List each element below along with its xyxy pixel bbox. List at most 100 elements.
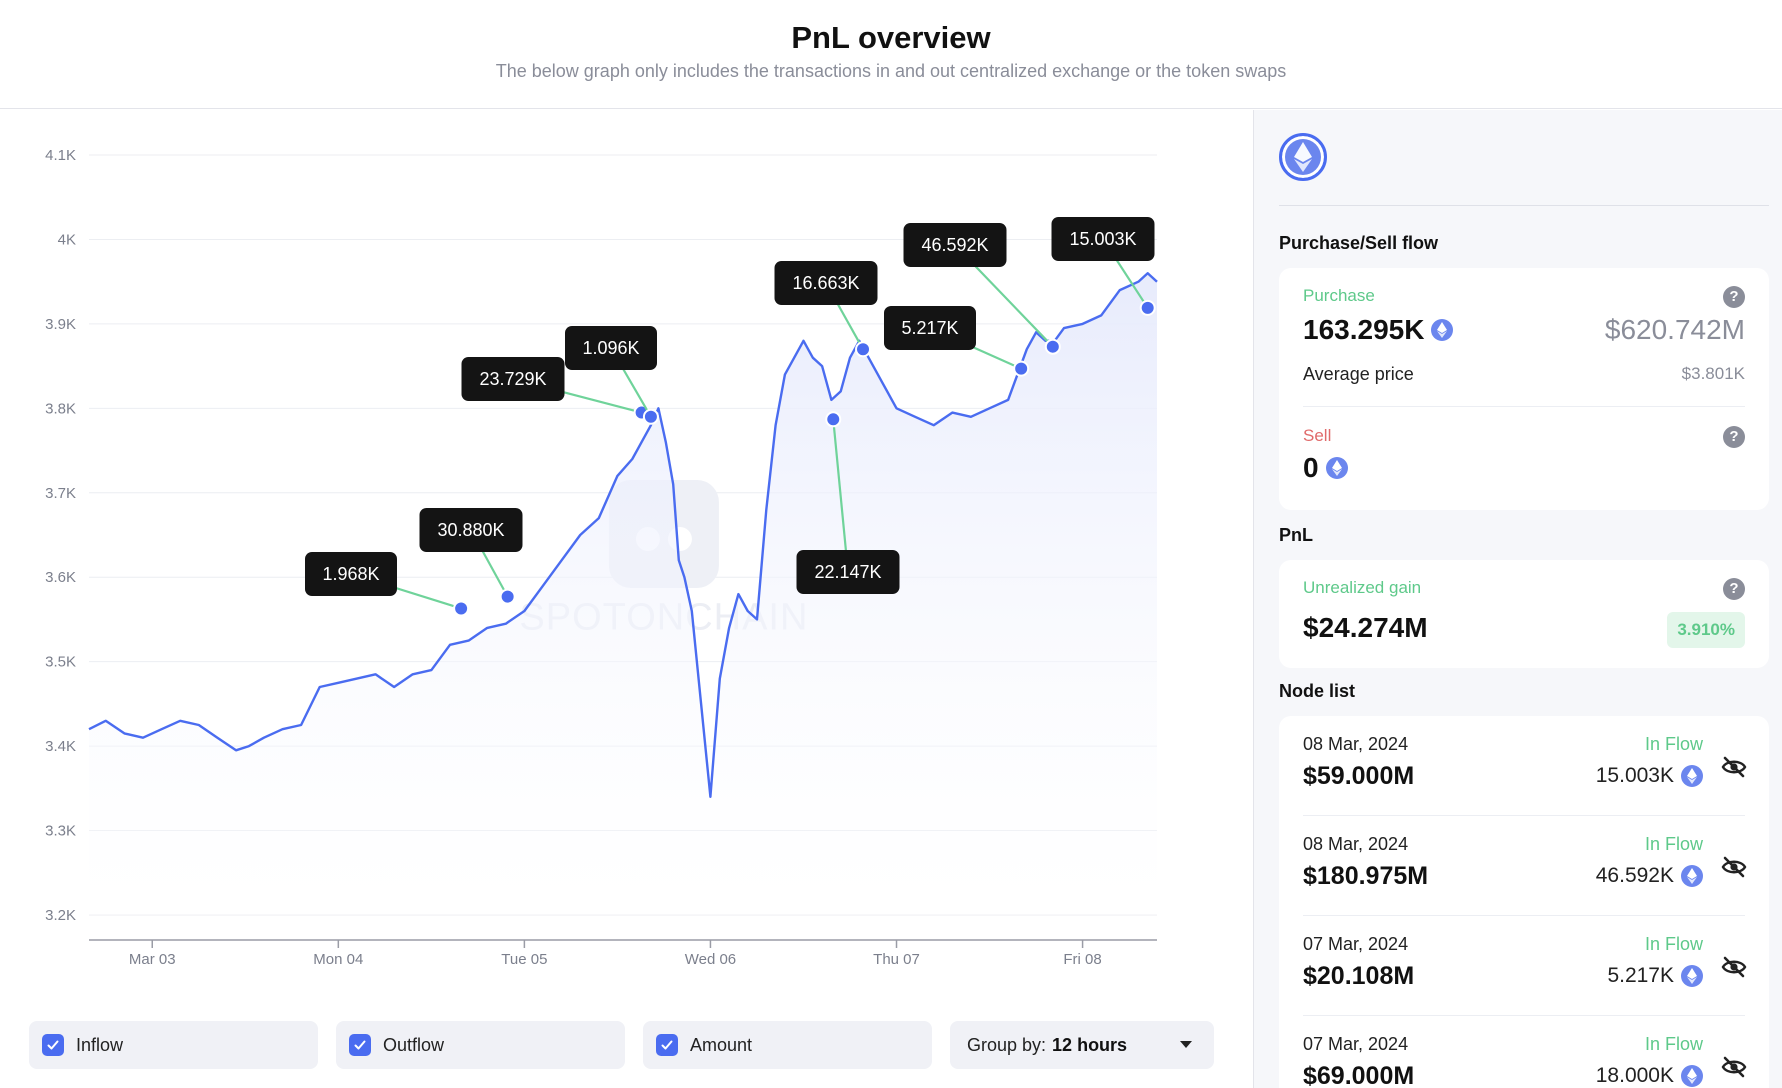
unrealized-gain-label: Unrealized gain [1303,578,1422,597]
page-subtitle: The below graph only includes the transa… [495,61,1287,81]
sell-amount-value: 0 [1303,452,1319,483]
node-amount-value: 15.003K [1595,764,1674,787]
marker-dot [1139,299,1156,316]
y-tick-label: 3.6K [45,569,76,586]
ethereum-icon [1431,319,1454,341]
marker-label: 23.729K [479,369,546,389]
eye-slash-icon[interactable] [1721,754,1747,780]
marker-dot [855,341,872,358]
node-divider [1303,915,1745,916]
ethereum-icon [1325,457,1348,479]
marker-dot [1013,360,1030,377]
node-divider [1303,1015,1745,1016]
side-panel: Purchase/Sell flow Purchase ? 163.295K $… [1253,110,1782,1088]
marker-label-box [419,508,523,552]
eye-slash-icon[interactable] [1721,954,1747,980]
outflow-checkbox[interactable]: Outflow [336,1021,625,1069]
node-date: 08 Mar, 2024 [1303,734,1409,754]
node-list-item[interactable]: 07 Mar, 2024 $20.108M In Flow 5.217K [1279,916,1769,1016]
help-icon[interactable]: ? [1723,578,1745,600]
node-list-item[interactable]: 07 Mar, 2024 $69.000M In Flow 18.000K [1279,1016,1769,1088]
pnl-chart[interactable]: 4.1K 4K 3.9K 3.8K 3.7K 3.6K 3.5K 3.4K 3.3K 3.2K Ma… [0,110,1252,1010]
eye-slash-icon[interactable] [1721,854,1747,880]
ethereum-icon [1681,765,1703,787]
purchase-sell-title: Purchase/Sell flow [1279,233,1439,253]
marker-label-box [461,357,565,401]
marker-dot [1044,338,1061,355]
marker-connector [832,419,850,573]
node-usd: $20.108M [1303,962,1415,990]
marker-label-box [774,261,878,305]
marker-label-box [565,326,657,370]
node-list-item[interactable]: 08 Mar, 2024 $180.975M In Flow 46.592K [1279,816,1769,916]
marker-label: 1.968K [322,564,379,584]
node-date: 07 Mar, 2024 [1303,934,1409,954]
node-amount-value: 18.000K [1595,1064,1674,1087]
node-list-item[interactable]: 08 Mar, 2024 $59.000M In Flow 15.003K [1279,716,1769,816]
group-by-prefix: Group by: [967,1034,1047,1055]
series-line [88,272,1158,798]
help-icon[interactable]: ? [1723,286,1745,308]
eye-slash-icon[interactable] [1721,1054,1747,1080]
amount-checkbox[interactable]: Amount [643,1021,932,1069]
outflow-label: Outflow [383,1034,445,1055]
marker-label: 15.003K [1069,229,1136,249]
node-flow: In Flow [1644,934,1703,954]
marker-dot [499,588,516,605]
y-tick-label: 3.7K [45,485,76,502]
marker-label-box [1051,217,1155,261]
node-flow: In Flow [1644,834,1703,854]
group-by-value: 12 hours [1052,1034,1128,1055]
purchase-amount-value: 163.295K [1303,314,1425,345]
help-icon[interactable]: ? [1723,426,1745,448]
node-flow: In Flow [1644,734,1703,754]
node-amount: 18.000K [1596,1064,1703,1088]
average-price-value: $3.801K [1681,364,1745,383]
ethereum-icon [1681,965,1703,987]
y-tick-label: 4.1K [45,147,76,164]
x-tick-label: Thu 07 [873,951,920,968]
node-date: 07 Mar, 2024 [1303,1034,1409,1054]
marker-label-box [884,306,976,350]
x-tick-label: Mon 04 [313,951,363,968]
inflow-label: Inflow [76,1034,124,1055]
ethereum-icon [1681,865,1703,887]
sell-amount: 0 [1303,452,1348,484]
pnl-title: PnL [1279,525,1313,545]
marker-label-box [903,223,1007,267]
y-tick-label: 3.2K [45,907,76,924]
caret-down-icon [1180,1041,1192,1048]
node-list-title: Node list [1279,681,1356,701]
inflow-checkbox[interactable]: Inflow [29,1021,318,1069]
node-amount: 5.217K [1607,964,1703,988]
purchase-sell-card: Purchase ? 163.295K $620.742M Average pr… [1279,268,1769,510]
marker-label: 5.217K [901,318,958,338]
ethereum-icon [1681,1065,1703,1087]
check-icon [656,1034,678,1056]
marker-dot [642,408,659,425]
page-title: PnL overview [791,20,991,55]
y-tick-label: 3.8K [45,400,76,417]
node-list-card: 08 Mar, 2024 $59.000M In Flow 15.003K 08… [1279,716,1769,1088]
node-date: 08 Mar, 2024 [1303,834,1409,854]
marker-label: 1.096K [582,338,639,358]
purchase-amount: 163.295K [1303,314,1454,346]
marker-label: 46.592K [921,235,988,255]
marker-dot [825,411,842,428]
group-by-select[interactable]: Group by: 12 hours [950,1021,1214,1069]
x-tick-label: Mar 03 [129,951,176,968]
check-icon [349,1034,371,1056]
node-divider [1303,815,1745,816]
check-icon [42,1034,64,1056]
marker-label-box [305,552,397,596]
chart-controls: Inflow Outflow Amount Group by: 12 hours [29,1021,1219,1069]
series-area [89,273,1157,915]
marker-label: 22.147K [814,562,881,582]
node-amount-value: 46.592K [1595,864,1674,887]
amount-label: Amount [690,1034,753,1055]
ethereum-icon [1279,133,1327,181]
node-amount-value: 5.217K [1607,964,1674,987]
marker-label-box [796,550,900,594]
node-usd: $69.000M [1303,1062,1415,1088]
